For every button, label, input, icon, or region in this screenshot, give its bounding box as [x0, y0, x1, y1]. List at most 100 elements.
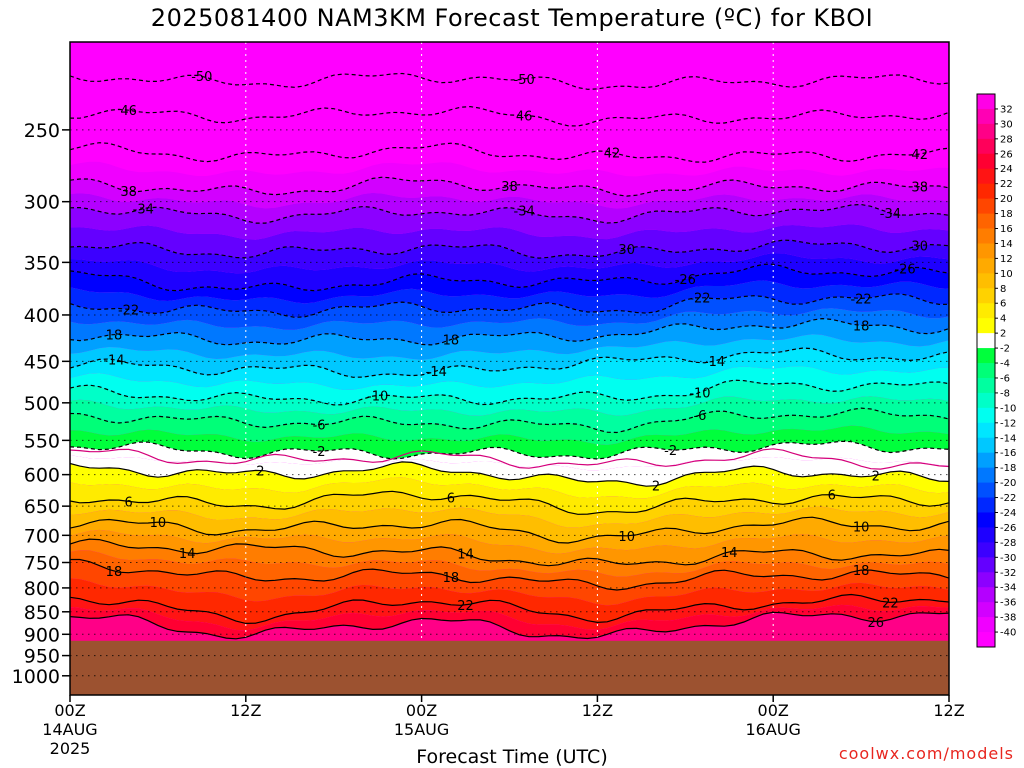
- legend-swatch: [977, 318, 995, 334]
- contour-line: [70, 176, 949, 197]
- legend-swatch: [977, 288, 995, 304]
- temperature-band: [70, 425, 949, 459]
- legend-swatch: [977, 303, 995, 319]
- plot-border: [69, 41, 950, 696]
- temperature-band: [70, 142, 949, 177]
- temperature-band: [70, 594, 949, 631]
- contour-line: [70, 72, 949, 90]
- legend-label: -10: [1000, 403, 1016, 414]
- legend-label: 18: [1000, 209, 1013, 220]
- legend-swatch: [977, 377, 995, 394]
- contour-label: -14: [704, 355, 725, 370]
- x-tick-date: 15AUG: [394, 720, 449, 739]
- contour-label: -6: [313, 419, 326, 434]
- legend-label: -26: [1000, 523, 1016, 534]
- legend-swatch: [977, 452, 995, 469]
- temperature-band: [70, 396, 949, 433]
- temperature-band: [70, 380, 949, 416]
- contour-label: 38: [911, 181, 928, 196]
- temperature-band: [70, 264, 949, 304]
- legend-label: -2: [1000, 344, 1010, 355]
- contour-line: [70, 203, 949, 224]
- legend-label: 4: [1000, 314, 1006, 325]
- y-tick-label: 250: [24, 120, 60, 142]
- legend-label: 30: [1000, 119, 1013, 130]
- contour-label: -34: [880, 207, 901, 222]
- y-tick-label: 400: [24, 305, 60, 327]
- plot-frame: [69, 41, 950, 696]
- contour-label: 42: [911, 148, 928, 163]
- contour-label: 42: [604, 146, 621, 161]
- legend-swatch: [977, 108, 995, 125]
- contour-label: -26: [675, 273, 696, 288]
- temperature-band: [70, 348, 949, 390]
- legend-label: -32: [1000, 568, 1016, 579]
- legend-label: 28: [1000, 134, 1013, 145]
- y-tick-label: 650: [24, 496, 60, 518]
- legend-label: -6: [1000, 373, 1010, 384]
- legend-border: [976, 93, 996, 648]
- contour-line: [70, 105, 949, 127]
- legend-label: 10: [1000, 269, 1013, 280]
- y-tick-label: 350: [24, 252, 60, 274]
- contour-label: 18: [106, 565, 123, 580]
- contour-label: 10: [618, 530, 635, 545]
- y-tick-label: 700: [24, 525, 60, 547]
- legend-swatch: [977, 602, 995, 618]
- contour-line: [70, 461, 949, 487]
- legend-label: 14: [1000, 239, 1013, 250]
- contour-line: [70, 516, 949, 544]
- temperature-band: [70, 539, 949, 577]
- legend-label: -24: [1000, 508, 1016, 519]
- legend-label: 16: [1000, 224, 1013, 235]
- temperature-band: [70, 280, 949, 318]
- contour-line: [70, 317, 949, 346]
- temperature-band: [70, 106, 949, 143]
- legend-swatch: [977, 153, 995, 170]
- x-tick-date: 16AUG: [745, 720, 800, 739]
- legend-swatch: [977, 617, 995, 633]
- contour-line: [70, 593, 949, 625]
- temperature-band: [70, 224, 949, 259]
- temperature-band: [70, 441, 949, 471]
- contour-label: -34: [514, 205, 535, 220]
- legend-swatch: [977, 198, 995, 215]
- y-tick-label: 950: [24, 646, 60, 668]
- legend-swatch: [977, 527, 995, 543]
- legend-swatch: [977, 138, 995, 155]
- contour-label: 18: [853, 319, 870, 334]
- y-tick-label: 750: [24, 552, 60, 574]
- contour-label: 14: [721, 546, 738, 561]
- contour-line: [70, 558, 949, 591]
- legend-label: -36: [1000, 598, 1016, 609]
- legend-label: 8: [1000, 284, 1006, 295]
- contour-line: [70, 538, 949, 567]
- y-tick-label: 450: [24, 351, 60, 373]
- temperature-band: [70, 73, 949, 107]
- legend-swatch: [977, 258, 995, 274]
- legend-swatch: [977, 497, 995, 513]
- contour-label: 18: [853, 564, 870, 579]
- x-tick-label: 12Z: [933, 701, 964, 720]
- y-tick-label: 300: [24, 192, 60, 214]
- contour-label: -2: [313, 445, 326, 460]
- legend-swatch: [977, 123, 995, 140]
- legend-swatch: [977, 333, 995, 349]
- legend-label: -12: [1000, 418, 1016, 429]
- temperature-band: [70, 253, 949, 291]
- legend-label: -40: [1000, 628, 1016, 639]
- contour-label: 22: [457, 599, 474, 614]
- temperature-band: [70, 125, 949, 163]
- temperature-band: [70, 204, 949, 240]
- legend-swatch: [977, 213, 995, 230]
- contour-label: 2: [256, 464, 264, 479]
- contour-label: -50: [514, 73, 535, 88]
- legend-swatch: [977, 407, 995, 424]
- legend-label: 32: [1000, 104, 1013, 115]
- contour-label: 2: [652, 480, 660, 495]
- contour-label: 14: [179, 547, 196, 562]
- contour-label: 26: [867, 616, 884, 631]
- temperature-band: [70, 240, 949, 274]
